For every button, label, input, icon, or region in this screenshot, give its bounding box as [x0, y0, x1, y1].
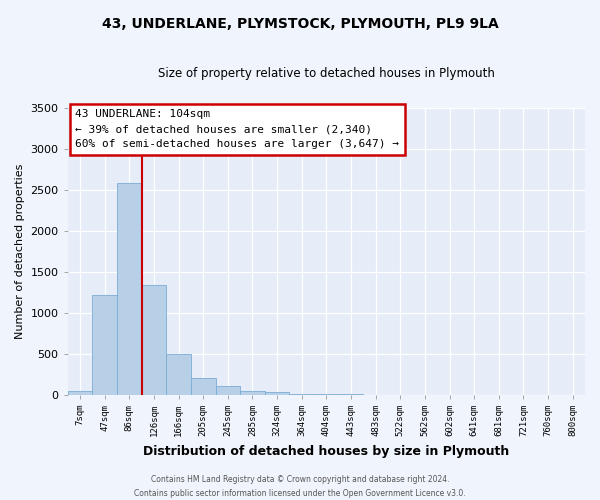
Bar: [142, 285, 166, 395]
Bar: [166, 354, 191, 395]
Text: 43, UNDERLANE, PLYMSTOCK, PLYMOUTH, PL9 9LA: 43, UNDERLANE, PLYMSTOCK, PLYMOUTH, PL9 …: [101, 18, 499, 32]
Bar: [289, 394, 314, 395]
Bar: [240, 391, 265, 395]
Bar: [117, 182, 142, 395]
Y-axis label: Number of detached properties: Number of detached properties: [15, 164, 25, 339]
X-axis label: Distribution of detached houses by size in Plymouth: Distribution of detached houses by size …: [143, 444, 509, 458]
Bar: [265, 392, 289, 395]
Bar: [92, 295, 117, 395]
Text: Contains HM Land Registry data © Crown copyright and database right 2024.
Contai: Contains HM Land Registry data © Crown c…: [134, 476, 466, 498]
Bar: [191, 378, 215, 395]
Bar: [68, 391, 92, 395]
Bar: [314, 394, 338, 395]
Title: Size of property relative to detached houses in Plymouth: Size of property relative to detached ho…: [158, 68, 495, 80]
Text: 43 UNDERLANE: 104sqm
← 39% of detached houses are smaller (2,340)
60% of semi-de: 43 UNDERLANE: 104sqm ← 39% of detached h…: [76, 110, 400, 149]
Bar: [215, 386, 240, 395]
